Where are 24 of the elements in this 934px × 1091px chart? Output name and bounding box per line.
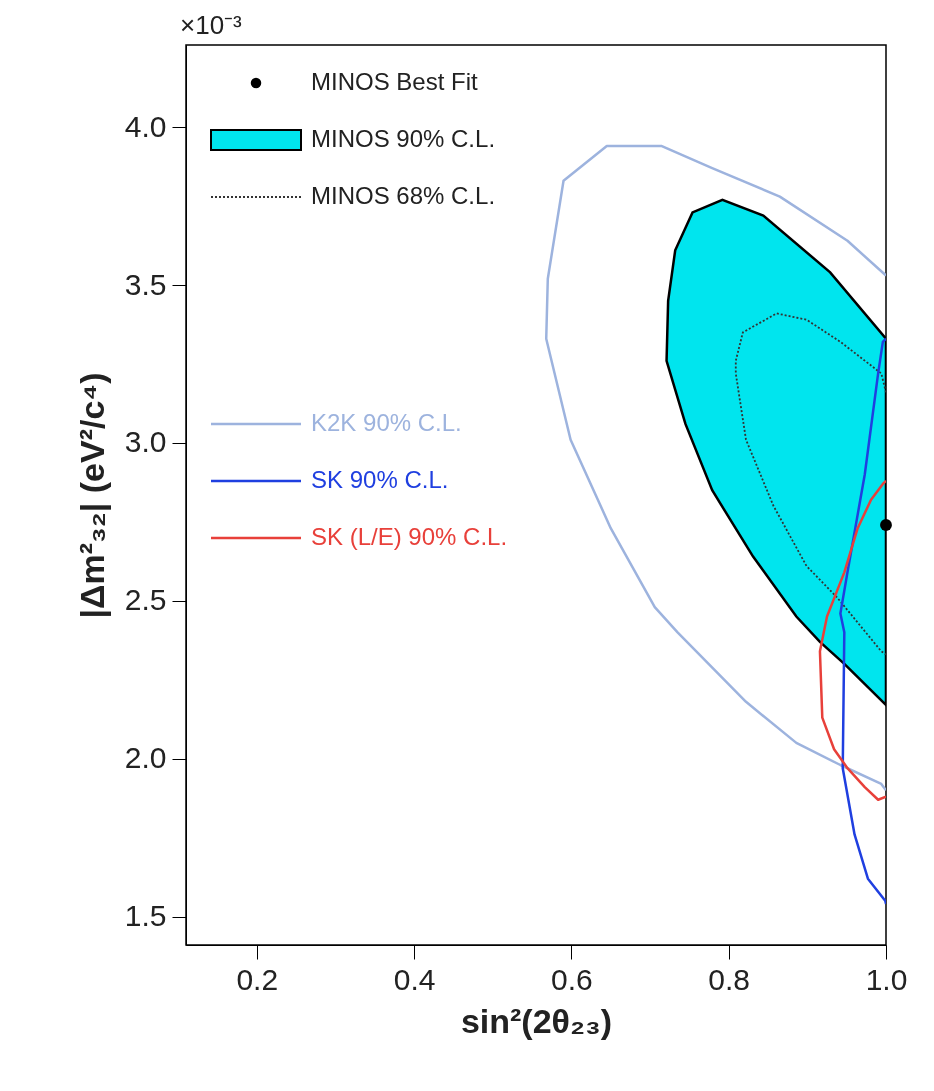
- line-series: [544, 144, 886, 792]
- y-tick-label: 3.0: [124, 425, 167, 459]
- legend-label: MINOS Best Fit: [311, 68, 479, 95]
- x-axis-title: sin²(2θ₂₃): [460, 1001, 613, 1040]
- y-tick-label: 3.5: [124, 267, 167, 301]
- y-tick-label: 2.0: [124, 741, 167, 775]
- line-series: [818, 479, 886, 801]
- line-series: [734, 312, 886, 656]
- legend-label: SK 90% C.L.: [311, 466, 449, 493]
- x-tick-label: 0.4: [393, 962, 436, 996]
- y-tick-label: 1.5: [124, 899, 167, 933]
- x-tick-label: 0.6: [551, 962, 593, 996]
- y-tick-label: 4.0: [124, 109, 167, 143]
- line-series: [839, 337, 886, 906]
- legend-label: MINOS 90% C.L.: [311, 125, 496, 152]
- legend-label: SK (L/E) 90% C.L.: [311, 523, 508, 550]
- text: ×10⁻³: [180, 10, 243, 40]
- y-tick-label: 2.5: [124, 583, 167, 617]
- legend-label: K2K 90% C.L.: [311, 409, 462, 436]
- legend-label: MINOS 68% C.L.: [311, 182, 496, 209]
- x-tick-label: 0.8: [708, 962, 751, 996]
- y-axis-title: |Δm²₃₂| (eV²/c⁴): [72, 372, 111, 619]
- x-tick-label: 0.2: [236, 962, 279, 996]
- x-tick-label: 1.0: [865, 962, 908, 996]
